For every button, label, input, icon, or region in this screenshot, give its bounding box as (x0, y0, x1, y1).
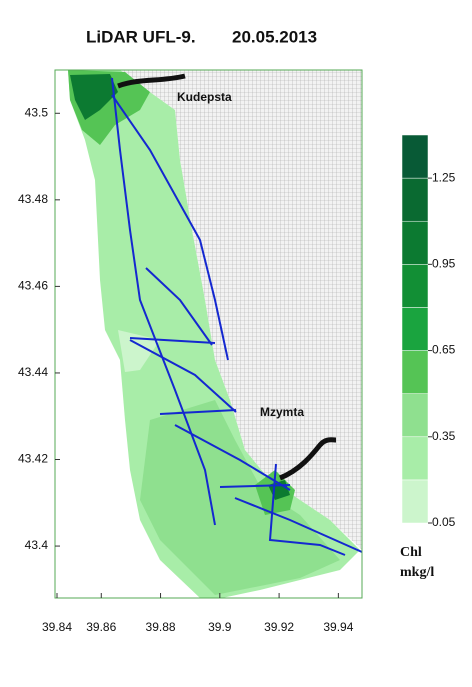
colorbar-tick-label: 0.65 (432, 343, 456, 357)
x-tick-label: 39.86 (86, 620, 116, 634)
river (117, 73, 186, 89)
transect (159, 409, 237, 415)
x-tick-label: 39.84 (42, 620, 72, 634)
contour-zone (70, 74, 118, 120)
colorbar-band (401, 350, 429, 394)
contour-zone (140, 400, 340, 595)
transect (129, 339, 237, 413)
transect (111, 94, 229, 361)
transect (129, 337, 216, 344)
y-tick-label: 43.5 (25, 105, 49, 119)
place-label: Kudepsta (177, 90, 232, 104)
colorbar-tick-label: 1.25 (432, 170, 456, 184)
place-label: Mzymta (260, 405, 304, 419)
colorbar-band (401, 177, 429, 222)
river (279, 437, 337, 481)
colorbar-band (401, 307, 429, 351)
transect (268, 463, 346, 556)
x-tick-label: 39.92 (264, 620, 294, 634)
plot-frame (54, 69, 363, 599)
map-title: LiDAR UFL-9. (86, 27, 196, 46)
y-tick-label: 43.46 (18, 279, 48, 293)
contour-zone (118, 330, 160, 372)
colorbar-band (401, 134, 429, 179)
colorbar-unit: mkg/l (400, 565, 434, 580)
colorbar-band (401, 264, 429, 308)
colorbar-tick-label: 0.95 (432, 257, 456, 271)
colorbar-tick-label: 0.35 (432, 429, 456, 443)
transect (234, 497, 363, 553)
colorbar-tick-label: 0.05 (432, 515, 456, 529)
transect (111, 77, 216, 526)
x-tick-label: 39.94 (323, 620, 353, 634)
y-tick-label: 43.44 (18, 365, 48, 379)
land (120, 70, 362, 550)
y-tick-label: 43.48 (18, 192, 48, 206)
y-tick-label: 43.4 (25, 538, 49, 552)
colorbar-band (401, 393, 429, 438)
transect (145, 267, 213, 346)
transects (111, 77, 363, 556)
x-tick-label: 39.9 (208, 620, 232, 634)
colorbar-band (401, 436, 429, 481)
transect (219, 484, 291, 488)
y-tick-label: 43.42 (18, 452, 48, 466)
sea-area (68, 70, 360, 598)
x-tick-label: 39.88 (146, 620, 176, 634)
colorbar-band (401, 220, 429, 265)
colorbar-label: Chl (400, 545, 422, 560)
colorbar-band (401, 479, 429, 524)
map-date: 20.05.2013 (232, 27, 317, 46)
transect (174, 424, 291, 491)
